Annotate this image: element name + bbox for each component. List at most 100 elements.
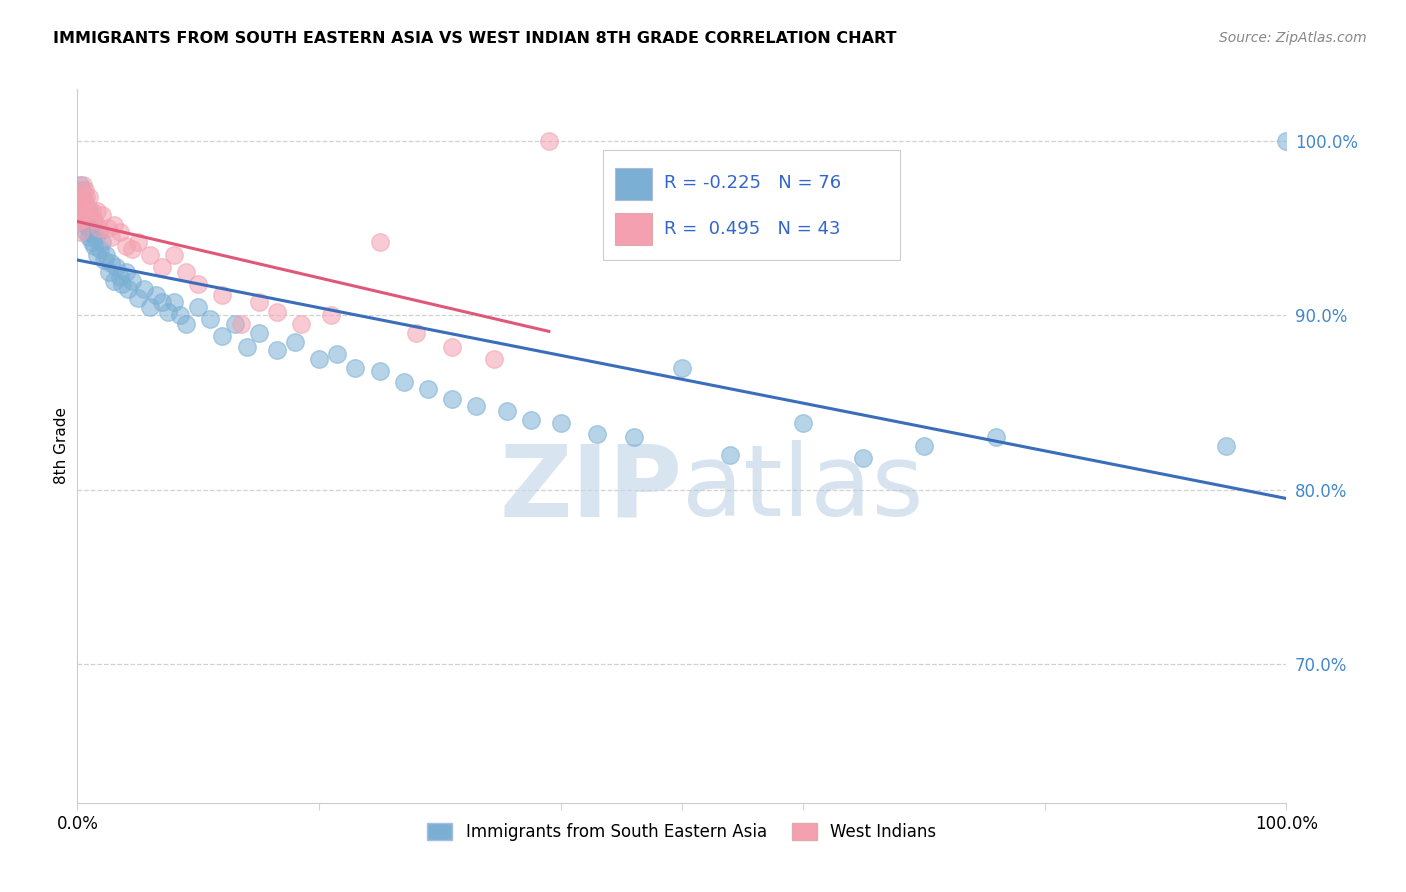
Point [75,190,97,204]
Point [174,317,197,331]
Point [229,317,252,331]
Point [70,207,93,221]
Point [405,326,427,340]
Point [96,221,118,235]
Point [72,178,94,192]
Point [550,417,572,431]
Point [290,317,312,331]
Point [441,392,464,406]
Point [103,218,125,232]
Point [77,221,100,235]
Point [211,329,233,343]
Point [537,135,560,149]
Point [187,300,209,314]
Point [73,183,96,197]
Point [83,212,105,227]
Point [75,225,97,239]
Point [368,235,391,250]
Point [586,426,609,441]
Point [117,282,139,296]
Text: ZIP: ZIP [499,441,682,537]
Point [90,235,112,250]
Point [97,265,120,279]
Text: IMMIGRANTS FROM SOUTH EASTERN ASIA VS WEST INDIAN 8TH GRADE CORRELATION CHART: IMMIGRANTS FROM SOUTH EASTERN ASIA VS WE… [53,31,897,46]
Point [70,186,93,201]
Point [73,212,96,227]
Point [174,265,197,279]
Point [70,195,93,210]
Point [114,265,136,279]
Point [416,382,439,396]
Point [127,291,149,305]
Point [671,360,693,375]
FancyBboxPatch shape [616,212,652,244]
Text: atlas: atlas [682,441,924,537]
Point [100,230,122,244]
Point [86,247,108,261]
Point [87,225,110,239]
Text: R = -0.225   N = 76: R = -0.225 N = 76 [664,175,841,193]
Point [792,417,814,431]
Point [89,243,111,257]
Point [266,305,288,319]
Point [163,294,186,309]
Text: Source: ZipAtlas.com: Source: ZipAtlas.com [1219,31,1367,45]
Point [145,287,167,301]
Point [79,221,101,235]
Point [103,274,125,288]
Point [111,277,134,292]
Point [108,225,131,239]
Point [1215,439,1237,453]
Point [912,439,935,453]
Point [247,294,270,309]
Point [169,309,191,323]
Point [368,364,391,378]
Point [76,218,98,232]
Point [308,351,330,366]
Point [72,204,94,219]
Point [105,260,128,274]
Point [321,309,343,323]
Point [127,235,149,250]
FancyBboxPatch shape [603,150,900,260]
Point [157,305,180,319]
Point [1275,135,1298,149]
Point [392,375,415,389]
Point [69,195,91,210]
Point [67,212,90,227]
Point [139,300,162,314]
Point [623,430,645,444]
Point [200,312,222,326]
Point [465,399,488,413]
Point [70,201,93,215]
Point [150,260,173,274]
Point [187,277,209,292]
Point [344,360,367,375]
Point [520,413,543,427]
Point [718,448,741,462]
Point [87,221,110,235]
Point [441,340,464,354]
Y-axis label: 8th Grade: 8th Grade [53,408,69,484]
Point [80,204,103,219]
Point [73,204,96,219]
Point [82,212,104,227]
Point [69,178,91,192]
Point [284,334,307,349]
Point [132,282,155,296]
Point [114,239,136,253]
Point [211,287,233,301]
Point [79,190,101,204]
Point [75,207,97,221]
Point [70,190,93,204]
Point [79,230,101,244]
Point [72,195,94,210]
Point [484,351,506,366]
Point [852,451,875,466]
Point [247,326,270,340]
Point [100,256,122,270]
Point [76,201,98,215]
Point [77,201,100,215]
Point [80,235,103,250]
Point [83,239,105,253]
